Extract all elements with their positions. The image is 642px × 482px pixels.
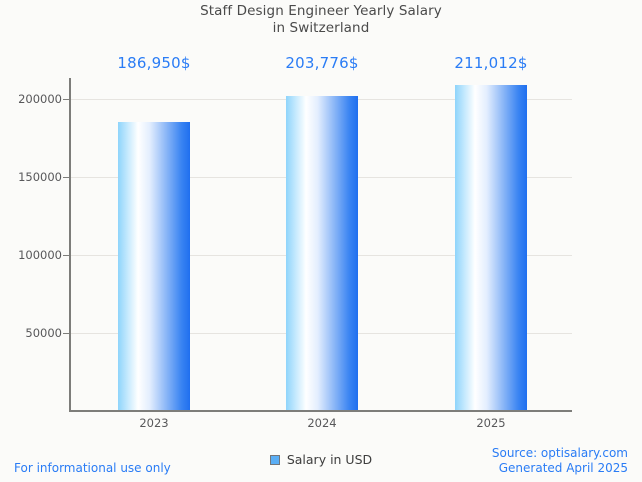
x-tick-label-2024: 2024 — [307, 416, 337, 430]
y-axis-line — [69, 78, 71, 411]
x-axis-line — [69, 410, 572, 412]
y-tick-label-150000: 150000 — [18, 170, 62, 184]
y-tick-label-200000: 200000 — [18, 92, 62, 106]
bar-2023[interactable] — [118, 122, 190, 410]
x-tick-label-2025: 2025 — [476, 416, 506, 430]
chart-legend[interactable]: Salary in USD — [0, 452, 642, 467]
bar-value-label-2025: 211,012$ — [454, 54, 528, 72]
generated-text: Generated April 2025 — [498, 461, 628, 475]
plot-area — [70, 78, 572, 410]
source-block: Source: optisalary.com Generated April 2… — [492, 446, 628, 476]
y-tick-mark-50000 — [63, 333, 69, 334]
legend-label-salary-in-usd: Salary in USD — [286, 452, 373, 467]
bar-2025[interactable] — [455, 85, 527, 410]
bar-2024[interactable] — [286, 96, 358, 410]
source-text: Source: optisalary.com — [491, 446, 628, 460]
y-tick-mark-200000 — [63, 99, 69, 100]
y-tick-label-50000: 50000 — [25, 326, 62, 340]
chart-title-line-2: in Switzerland — [272, 20, 370, 36]
bar-value-label-2023: 186,950$ — [117, 54, 191, 72]
bar-value-label-2024: 203,776$ — [285, 54, 359, 72]
y-tick-label-100000: 100000 — [18, 248, 62, 262]
chart-title-line-1: Staff Design Engineer Yearly Salary — [200, 3, 442, 19]
disclaimer-text: For informational use only — [14, 461, 171, 475]
y-tick-mark-100000 — [63, 255, 69, 256]
legend-swatch-icon — [269, 454, 280, 465]
y-tick-mark-150000 — [63, 177, 69, 178]
chart-title: Staff Design Engineer Yearly Salary in S… — [0, 3, 642, 37]
x-tick-label-2023: 2023 — [139, 416, 169, 430]
